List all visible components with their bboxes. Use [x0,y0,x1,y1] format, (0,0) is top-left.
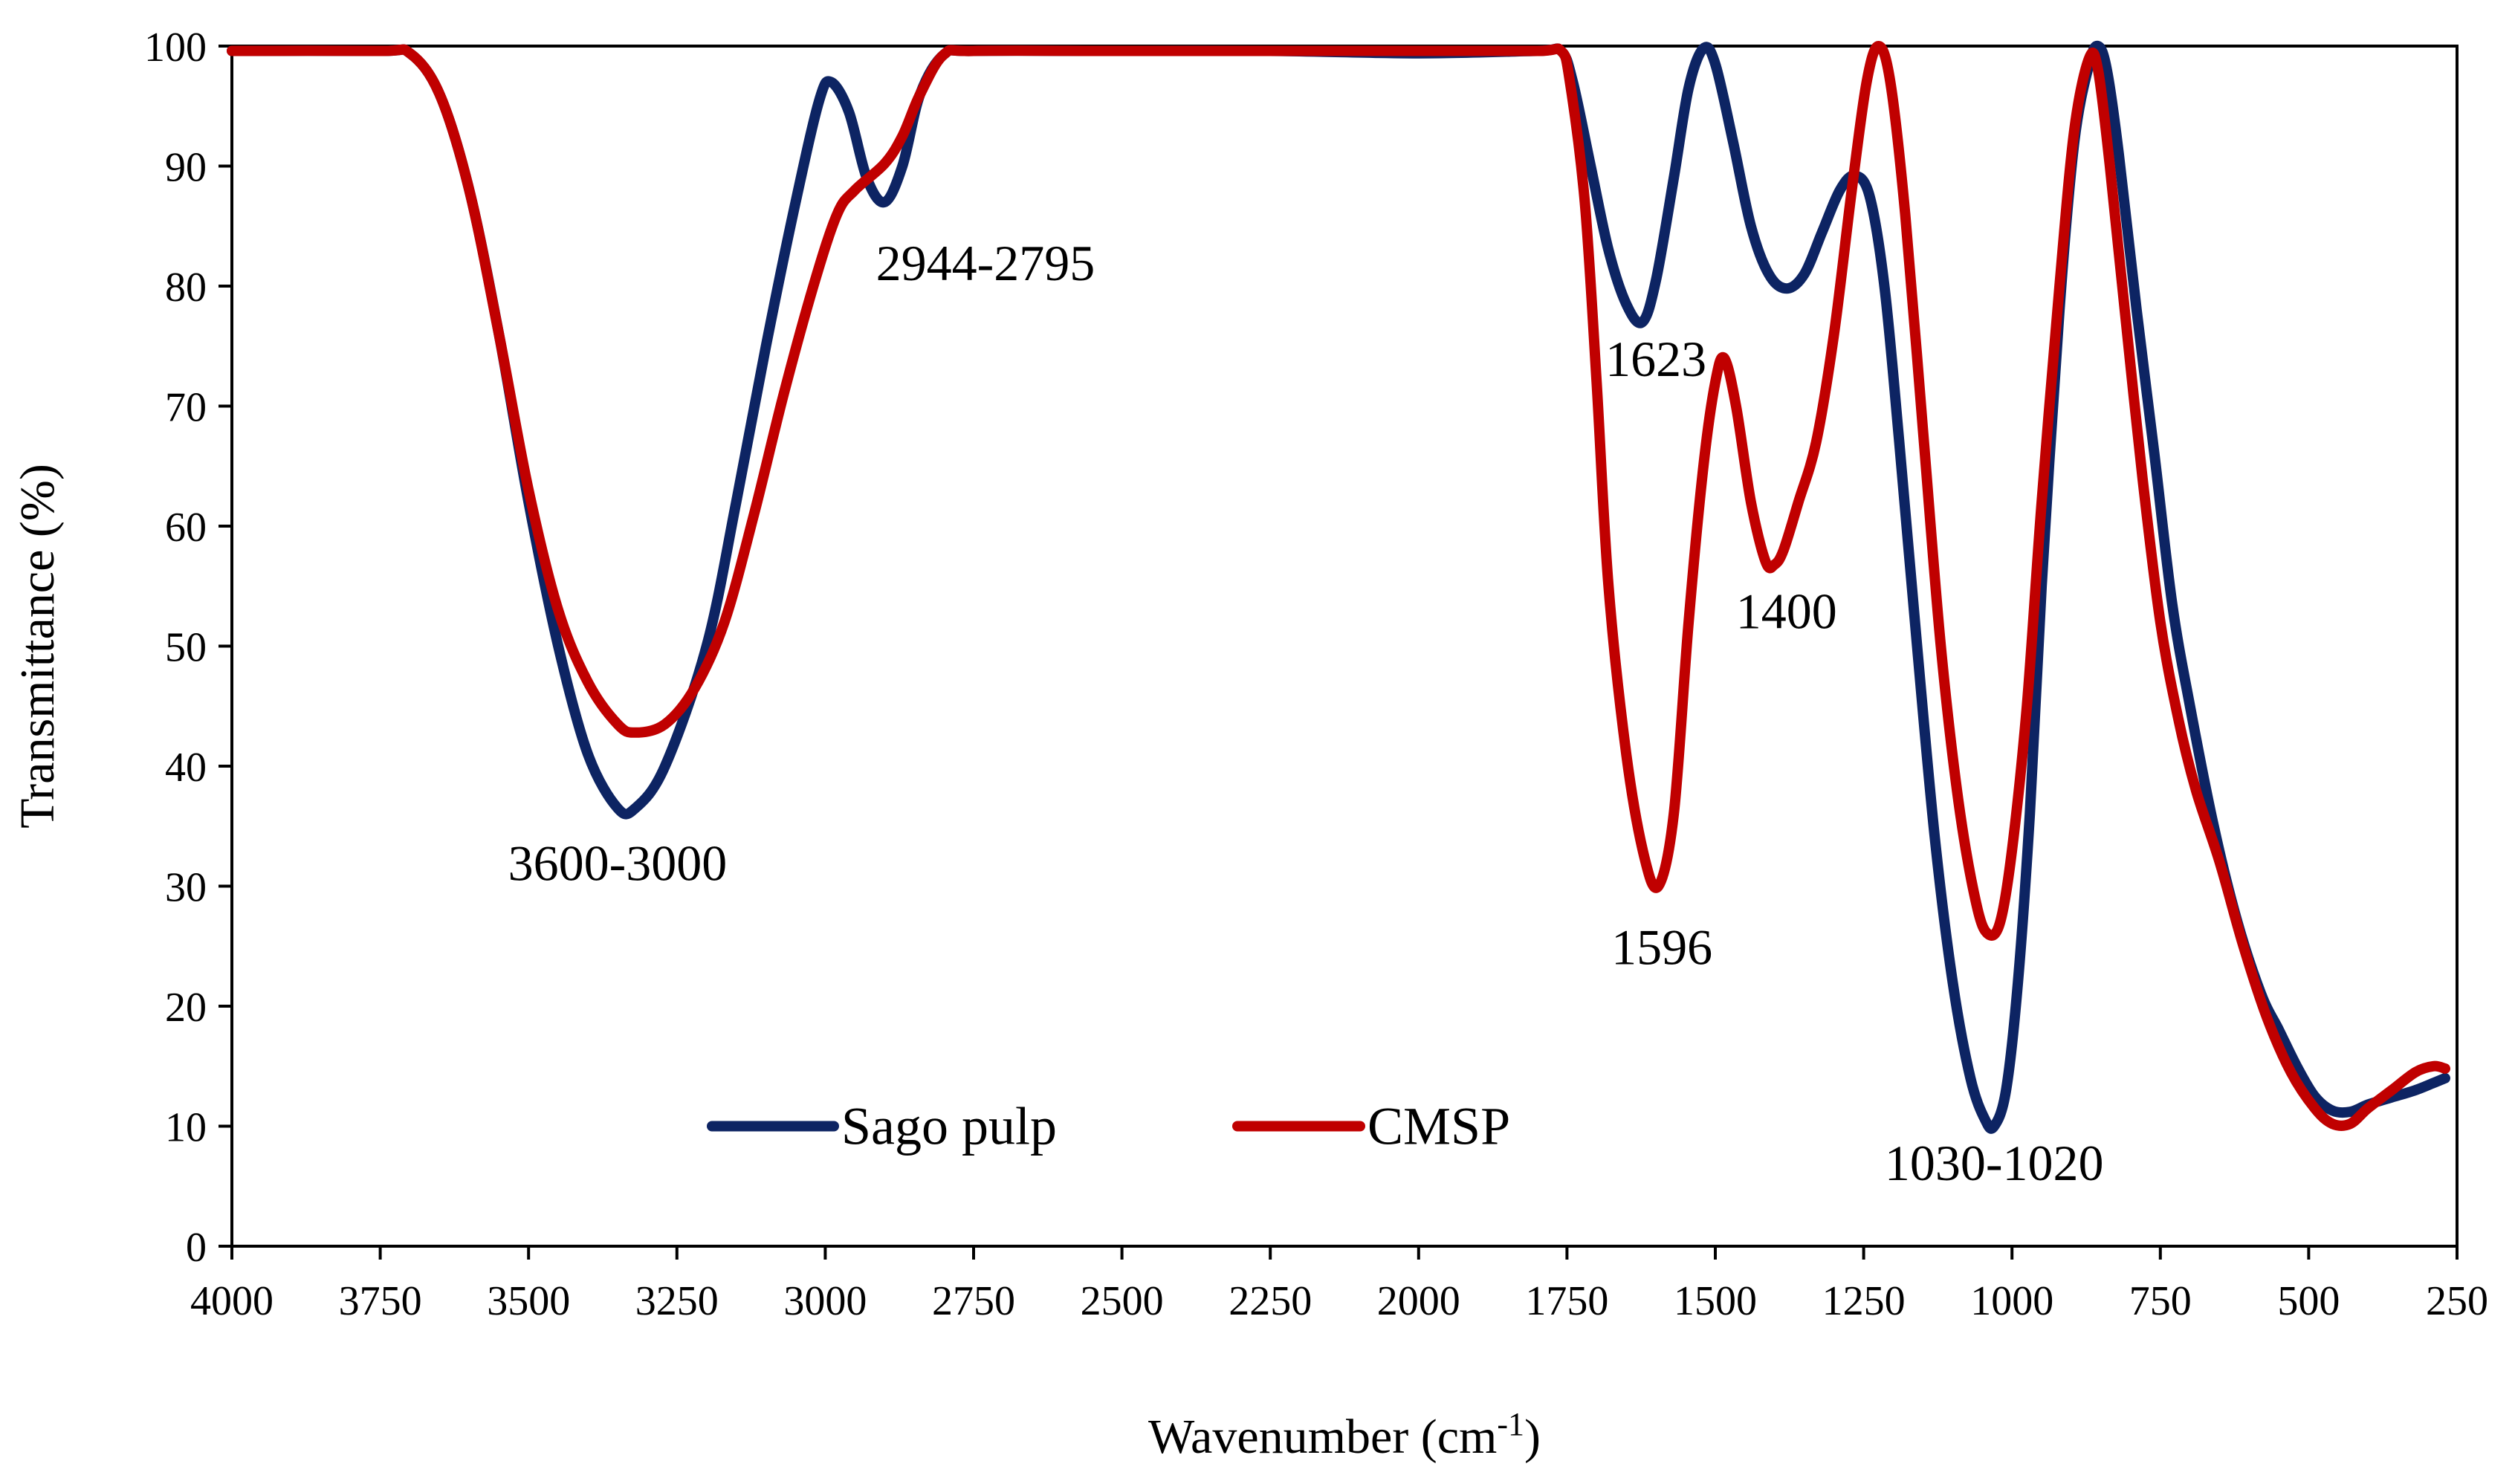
y-tick-label: 80 [165,265,207,311]
x-tick-label: 750 [2129,1278,2192,1324]
y-tick-label: 60 [165,505,207,551]
x-tick-label: 1000 [1970,1278,2053,1324]
x-axis-title-main: Wavenumber (cm [1148,1410,1497,1464]
x-tick-label: 500 [2277,1278,2340,1324]
x-axis-title-close: ) [1524,1410,1541,1464]
series-line-sago-pulp [227,40,2450,1134]
annotation-layer: 3600-3000 2944-2795 1623 1400 1596 1030-1020 [508,235,2104,1191]
x-tick-label: 1500 [1674,1278,1757,1324]
peak-annotation: 1030-1020 [1885,1135,2104,1191]
y-tick-label: 20 [165,985,207,1031]
y-tick-label: 10 [165,1105,207,1151]
peak-annotation: 1623 [1605,331,1706,387]
series-layer [227,40,2450,1134]
x-tick-label: 3750 [339,1278,422,1324]
x-tick-label: 3500 [487,1278,570,1324]
x-tick-label: 3250 [635,1278,719,1324]
peak-annotation: 1400 [1736,583,1837,639]
x-tick-label: 4000 [190,1278,273,1324]
legend-label-sago-pulp: Sago pulp [841,1097,1057,1156]
y-tick-label: 50 [165,625,207,671]
y-axis: 0 10 20 30 40 50 60 70 80 90 100 [144,25,232,1271]
y-tick-label: 90 [165,145,207,191]
y-tick-label: 30 [165,865,207,911]
series-line-cmsp [227,41,2450,1131]
legend-label-cmsp: CMSP [1367,1097,1510,1156]
y-tick-label: 70 [165,385,207,431]
x-tick-label: 2500 [1081,1278,1164,1324]
x-tick-label: 250 [2426,1278,2488,1324]
x-tick-label: 1250 [1822,1278,1906,1324]
x-axis-title: Wavenumber (cm-1) [1148,1406,1541,1465]
x-tick-label: 2250 [1229,1278,1312,1324]
legend: Sago pulp CMSP [707,1097,1510,1156]
x-tick-label: 2000 [1377,1278,1460,1324]
x-tick-label: 1750 [1525,1278,1608,1324]
y-tick-label: 0 [186,1225,207,1271]
x-axis: 4000 3750 3500 3250 3000 2750 2500 2250 2000 1750… [190,1246,2488,1324]
x-tick-label: 3000 [783,1278,867,1324]
peak-annotation: 3600-3000 [508,835,728,891]
x-tick-label: 2750 [932,1278,1015,1324]
y-tick-label: 100 [144,25,207,71]
x-axis-title-superscript: -1 [1497,1406,1524,1442]
peak-annotation: 1596 [1611,918,1712,975]
y-tick-label: 40 [165,745,207,791]
y-axis-title: Transmittance (%) [10,464,65,829]
peak-annotation: 2944-2795 [876,235,1095,291]
